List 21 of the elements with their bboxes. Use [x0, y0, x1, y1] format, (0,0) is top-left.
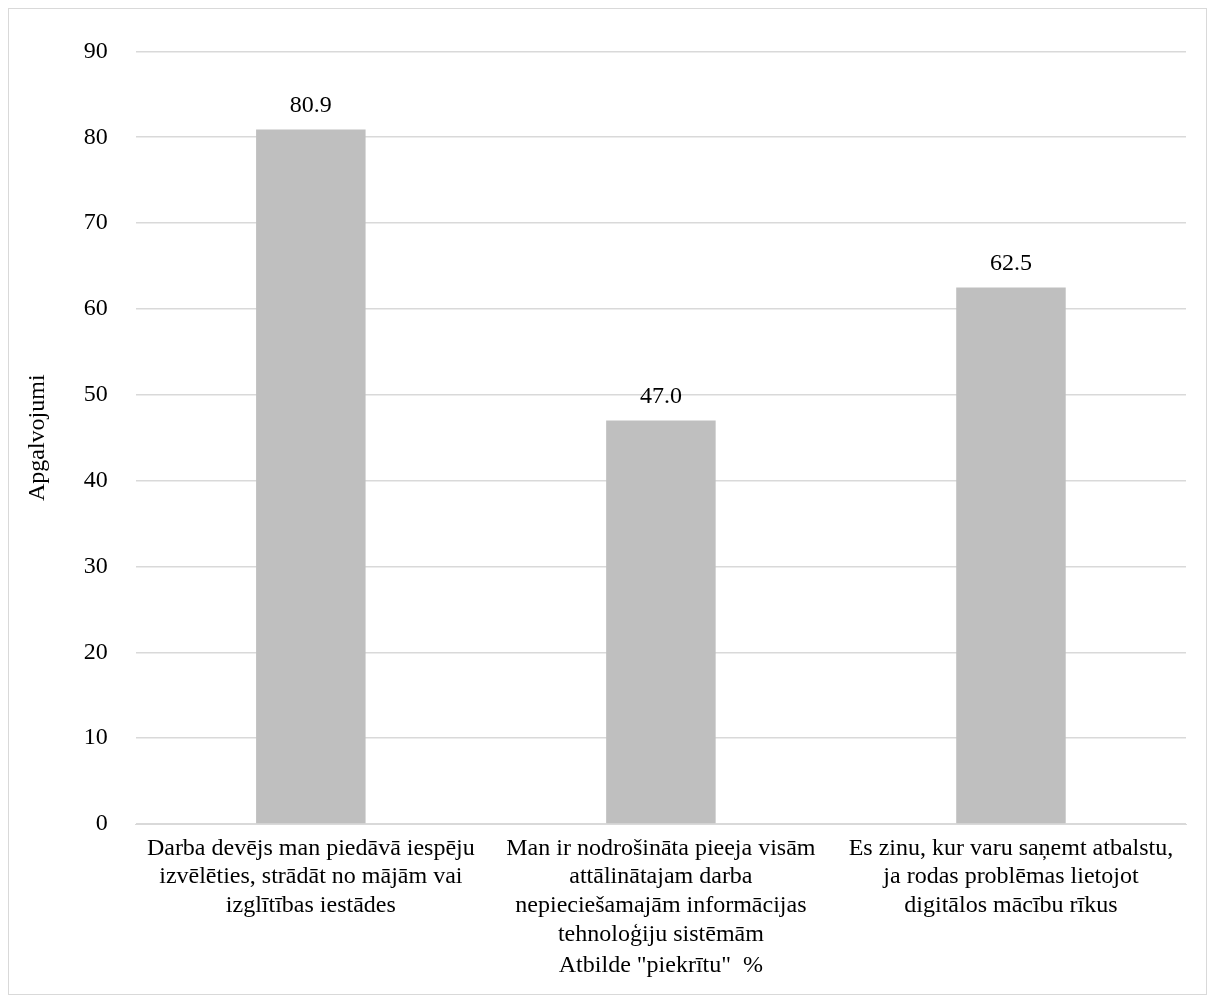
y-tick-label: 70 — [83, 208, 108, 235]
y-tick-label: 60 — [83, 294, 108, 321]
y-tick-label: 80 — [83, 122, 108, 149]
data-label: 47.0 — [639, 381, 682, 408]
y-tick-label: 20 — [83, 637, 108, 664]
y-tick-label: 30 — [83, 551, 108, 578]
y-tick-label: 10 — [83, 723, 108, 750]
bar — [956, 287, 1066, 824]
x-axis-title: Atbilde "piekrītu" % — [558, 950, 764, 977]
x-tick-label: Darba devējs man piedāvā iespēju izvēlēties, strādāt no mājām vai izglītības iestādes — [146, 833, 475, 918]
y-tick-label: 40 — [83, 465, 108, 492]
bar — [256, 129, 366, 824]
data-label: 62.5 — [989, 248, 1032, 275]
data-label: 80.9 — [289, 90, 332, 117]
bar — [606, 420, 716, 824]
y-tick-label: 0 — [95, 809, 108, 836]
x-tick-label: Es zinu, kur varu saņemt atbalstu, ja rodas problēmas lietojot digitālos mācību rīkus — [848, 833, 1174, 918]
y-tick-label: 90 — [83, 36, 108, 63]
x-tick-label: Man ir nodrošināta pieeja visām attālinātajam darba nepieciešamajām informācijas tehnoloģiju sistēmām — [506, 833, 816, 947]
y-tick-label: 50 — [83, 380, 108, 407]
y-axis-title: Apgalvojumi — [22, 374, 49, 502]
